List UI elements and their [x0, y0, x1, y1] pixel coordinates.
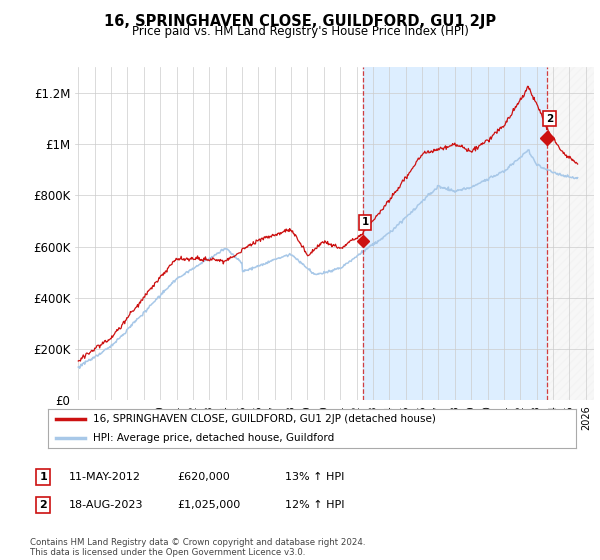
Text: 2: 2	[40, 500, 47, 510]
Text: 12% ↑ HPI: 12% ↑ HPI	[285, 500, 344, 510]
Text: 16, SPRINGHAVEN CLOSE, GUILDFORD, GU1 2JP: 16, SPRINGHAVEN CLOSE, GUILDFORD, GU1 2J…	[104, 14, 496, 29]
Text: 1: 1	[361, 217, 369, 227]
Text: HPI: Average price, detached house, Guildford: HPI: Average price, detached house, Guil…	[93, 433, 334, 443]
Text: 1: 1	[40, 472, 47, 482]
Bar	[547, 67, 594, 400]
Text: £1,025,000: £1,025,000	[177, 500, 240, 510]
Text: 16, SPRINGHAVEN CLOSE, GUILDFORD, GU1 2JP (detached house): 16, SPRINGHAVEN CLOSE, GUILDFORD, GU1 2J…	[93, 414, 436, 423]
Bar	[362, 67, 547, 400]
Text: £620,000: £620,000	[177, 472, 230, 482]
Text: 18-AUG-2023: 18-AUG-2023	[69, 500, 143, 510]
Text: Price paid vs. HM Land Registry's House Price Index (HPI): Price paid vs. HM Land Registry's House …	[131, 25, 469, 38]
Text: 11-MAY-2012: 11-MAY-2012	[69, 472, 141, 482]
Text: 13% ↑ HPI: 13% ↑ HPI	[285, 472, 344, 482]
Text: 2: 2	[546, 114, 553, 124]
Text: Contains HM Land Registry data © Crown copyright and database right 2024.
This d: Contains HM Land Registry data © Crown c…	[30, 538, 365, 557]
